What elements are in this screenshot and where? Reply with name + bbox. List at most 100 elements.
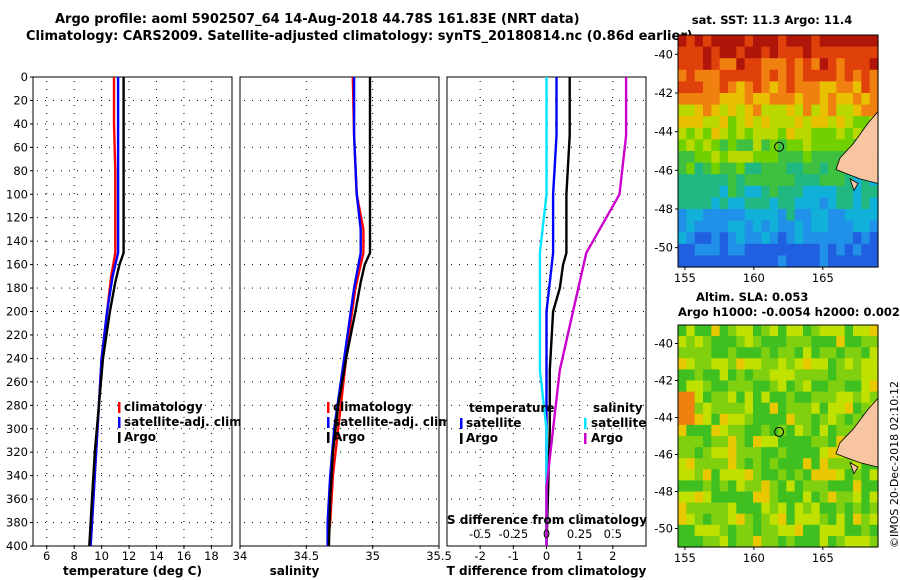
- grid-dot: [635, 451, 636, 453]
- grid-dot: [412, 381, 413, 383]
- grid-dot: [109, 545, 110, 547]
- grid-dot: [579, 185, 581, 186]
- grid-dot: [475, 451, 476, 453]
- grid-dot: [128, 257, 130, 258]
- map-cell: [819, 535, 829, 548]
- grid-dot: [546, 241, 547, 242]
- grid-dot: [332, 217, 333, 219]
- series-line-salinity-argo: [545, 77, 628, 546]
- grid-dot: [356, 99, 357, 101]
- grid-dot: [324, 545, 325, 547]
- grid-dot: [412, 217, 413, 219]
- grid-dot: [523, 76, 524, 78]
- grid-dot: [420, 357, 421, 359]
- map-y-tick-label: -44: [654, 125, 673, 139]
- grid-dot: [46, 521, 48, 522]
- grid-dot: [459, 381, 460, 383]
- grid-dot: [512, 81, 514, 82]
- map-cell: [736, 69, 746, 82]
- grid-dot: [45, 451, 46, 453]
- grid-dot: [499, 193, 500, 195]
- grid-dot: [305, 345, 307, 346]
- map-cell: [861, 185, 871, 198]
- grid-dot: [165, 123, 166, 125]
- grid-dot: [205, 357, 206, 359]
- grid-dot: [157, 217, 158, 219]
- grid-dot: [491, 217, 492, 219]
- grid-dot: [332, 76, 333, 78]
- grid-dot: [128, 137, 130, 138]
- map-cell: [819, 127, 829, 140]
- grid-dot: [73, 537, 75, 538]
- grid-dot: [372, 273, 374, 274]
- grid-dot: [612, 537, 614, 538]
- grid-dot: [229, 146, 230, 148]
- grid-dot: [165, 545, 166, 547]
- grid-dot: [305, 425, 307, 426]
- grid-dot: [451, 217, 452, 219]
- map-cell: [819, 104, 829, 117]
- grid-dot: [388, 123, 389, 125]
- grid-dot: [372, 498, 373, 500]
- grid-dot: [372, 305, 374, 306]
- grid-dot: [53, 76, 54, 78]
- map-cell: [719, 81, 729, 94]
- grid-dot: [635, 522, 636, 524]
- grid-dot: [284, 475, 285, 477]
- grid-dot: [205, 334, 206, 336]
- grid-dot: [332, 287, 333, 289]
- grid-dot: [499, 123, 500, 125]
- grid-dot: [579, 321, 581, 322]
- grid-dot: [483, 264, 484, 266]
- grid-dot: [595, 451, 596, 453]
- grid-dot: [128, 497, 130, 498]
- grid-dot: [239, 257, 241, 258]
- grid-dot: [181, 498, 182, 500]
- grid-dot: [512, 89, 514, 90]
- map-cell: [711, 104, 721, 117]
- grid-dot: [479, 233, 481, 234]
- grid-dot: [229, 264, 230, 266]
- grid-dot: [428, 428, 429, 430]
- grid-dot: [46, 153, 48, 154]
- grid-dot: [239, 201, 241, 202]
- grid-dot: [512, 409, 514, 410]
- grid-dot: [101, 76, 102, 78]
- grid-dot: [53, 545, 54, 547]
- map-cell: [778, 436, 787, 448]
- map-cell: [828, 255, 837, 268]
- map-cell: [753, 347, 762, 359]
- grid-dot: [73, 369, 75, 370]
- grid-dot: [459, 146, 460, 148]
- map-cell: [769, 436, 779, 448]
- grid-dot: [149, 545, 150, 547]
- grid-dot: [611, 123, 612, 125]
- grid-dot: [197, 498, 198, 500]
- map-cell: [803, 243, 812, 256]
- grid-dot: [459, 123, 460, 125]
- grid-dot: [364, 123, 365, 125]
- map-cell: [778, 358, 787, 370]
- map-cell: [694, 458, 704, 470]
- grid-dot: [619, 381, 620, 383]
- grid-dot: [356, 498, 357, 500]
- map-cell: [711, 391, 721, 404]
- map-cell: [694, 220, 704, 233]
- grid-dot: [128, 385, 130, 386]
- grid-dot: [595, 287, 596, 289]
- grid-dot: [73, 409, 75, 410]
- map-cell: [719, 139, 729, 152]
- map-cell: [844, 93, 854, 106]
- grid-dot: [612, 417, 614, 418]
- grid-dot: [46, 225, 48, 226]
- map-cell: [828, 127, 837, 140]
- grid-dot: [571, 146, 572, 148]
- grid-dot: [128, 89, 130, 90]
- x-axis-label: temperature (deg C): [63, 564, 202, 578]
- grid-dot: [239, 417, 241, 418]
- map-cell: [694, 336, 704, 348]
- grid-dot: [635, 545, 636, 547]
- grid-dot: [183, 129, 185, 130]
- grid-dot: [210, 369, 212, 370]
- grid-dot: [109, 334, 110, 336]
